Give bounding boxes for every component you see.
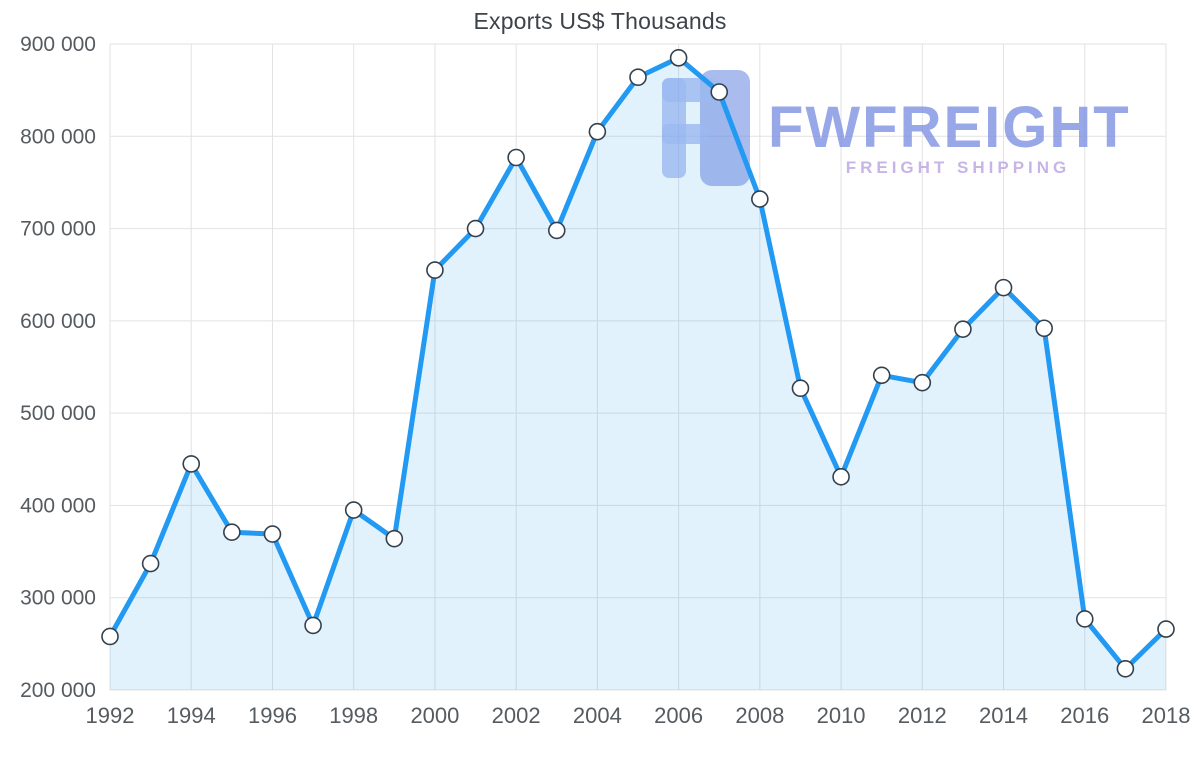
data-point[interactable] — [304, 616, 322, 635]
gridlines — [109, 43, 1167, 691]
x-axis-tick-label: 2010 — [817, 703, 866, 728]
y-axis-tick-label: 500 000 — [20, 402, 96, 425]
data-point[interactable] — [1075, 610, 1094, 628]
watermark-tagline: FREIGHT SHIPPING — [846, 158, 1071, 177]
data-point[interactable] — [101, 627, 119, 646]
data-points — [101, 49, 1175, 678]
data-point[interactable] — [751, 190, 769, 208]
data-point[interactable] — [263, 525, 282, 543]
chart-title: Exports US$ Thousands — [473, 8, 727, 34]
data-point[interactable] — [872, 366, 891, 385]
x-axis-tick-label: 2012 — [898, 703, 947, 728]
data-point[interactable] — [588, 122, 607, 141]
x-axis-tick-label: 2006 — [654, 703, 703, 728]
data-point[interactable] — [182, 455, 201, 473]
data-point[interactable] — [791, 379, 810, 398]
data-point[interactable] — [466, 219, 485, 238]
x-axis-tick-label: 1992 — [86, 703, 135, 728]
data-point[interactable] — [994, 278, 1013, 297]
data-point[interactable] — [1035, 319, 1053, 338]
exports-area — [110, 57, 1166, 691]
data-point[interactable] — [426, 261, 444, 279]
area-fill — [110, 57, 1166, 691]
y-axis-tick-label: 900 000 — [20, 33, 96, 56]
data-point[interactable] — [1116, 659, 1135, 678]
data-point[interactable] — [141, 554, 160, 573]
y-axis-tick-label: 600 000 — [20, 310, 96, 333]
x-axis-tick-label: 1994 — [167, 703, 216, 728]
data-point[interactable] — [629, 68, 647, 87]
data-point[interactable] — [954, 320, 972, 338]
x-axis-tick-label: 1998 — [329, 703, 378, 728]
x-axis-tick-label: 2018 — [1142, 703, 1191, 728]
y-axis-tick-label: 800 000 — [20, 125, 96, 148]
y-axis-tick-label: 400 000 — [20, 494, 96, 517]
y-axis-tick-label: 700 000 — [20, 218, 96, 241]
data-point[interactable] — [385, 529, 404, 548]
x-axis-tick-label: 2002 — [492, 703, 541, 728]
data-point[interactable] — [832, 468, 850, 486]
x-axis-tick-label: 2016 — [1060, 703, 1109, 728]
axis-tick-labels: 200 000 300 000 400 000 500 000 600 000 700 0… — [20, 33, 1190, 728]
watermark-brand: FWFREIGHT — [768, 95, 1131, 160]
data-point[interactable] — [669, 49, 688, 67]
data-point[interactable] — [507, 148, 525, 167]
y-axis-tick-label: 300 000 — [20, 587, 96, 610]
data-point[interactable] — [547, 221, 566, 240]
x-axis-tick-label: 2008 — [735, 703, 784, 728]
x-axis-tick-label: 2004 — [573, 703, 622, 728]
x-axis-tick-label: 2014 — [979, 703, 1028, 728]
x-axis-tick-label: 1996 — [248, 703, 297, 728]
fwfreight-watermark: FWFREIGHT FREIGHT SHIPPING — [662, 70, 1131, 186]
data-point[interactable] — [1157, 620, 1175, 638]
y-axis-tick-label: 200 000 — [20, 679, 96, 702]
fwfreight-logo-icon — [662, 70, 750, 186]
x-axis-tick-label: 2000 — [410, 703, 459, 728]
data-point[interactable] — [710, 83, 729, 101]
data-point[interactable] — [223, 523, 241, 541]
data-point[interactable] — [913, 373, 932, 392]
data-point[interactable] — [344, 501, 363, 519]
